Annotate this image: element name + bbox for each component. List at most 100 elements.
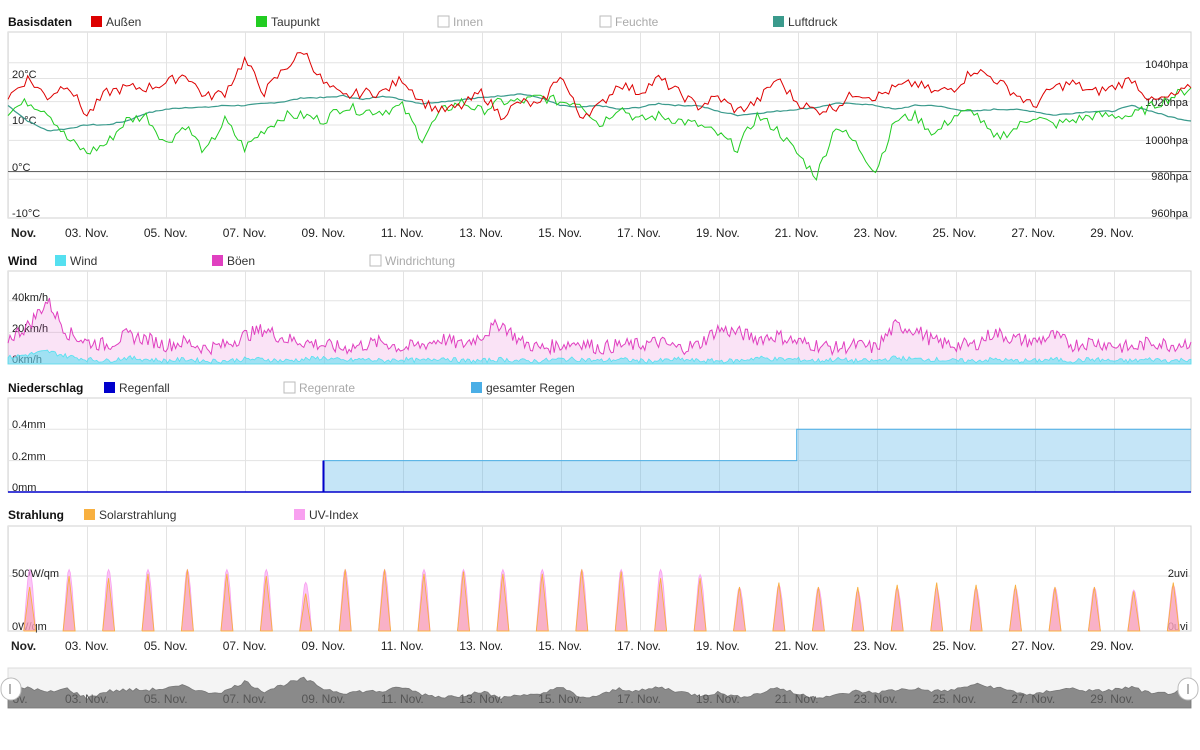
- legend-solar[interactable]: Solarstrahlung: [84, 508, 176, 522]
- legend-innen-disabled-icon: [437, 15, 450, 28]
- legend-regenrate-disabled-icon: [283, 381, 296, 394]
- x-tick-label: 23. Nov.: [854, 226, 898, 240]
- y-axis-left-label: 500W/qm: [12, 568, 59, 580]
- legend-wind[interactable]: Wind: [55, 254, 97, 268]
- solar-day-peak: [535, 573, 549, 632]
- x-tick-label: 19. Nov.: [696, 639, 740, 653]
- navigator-left-handle[interactable]: [0, 677, 22, 701]
- x-tick-label: 13. Nov.: [459, 226, 503, 240]
- x-tick-label: 09. Nov.: [302, 639, 346, 653]
- legend-aussen-swatch: [91, 16, 102, 27]
- legend-luftdruck[interactable]: Luftdruck: [773, 15, 838, 29]
- x-tick-label: 23. Nov.: [854, 639, 898, 653]
- navigator-tick-label: 11. Nov.: [381, 692, 424, 706]
- solar-day-peak: [1166, 582, 1180, 632]
- y-axis-left-label: -10°C: [12, 208, 40, 220]
- solar-day-peak: [496, 573, 510, 632]
- x-tick-label: 07. Nov.: [223, 639, 267, 653]
- legend-aussen[interactable]: Außen: [91, 15, 141, 29]
- solar-day-peak: [417, 573, 431, 632]
- x-tick-label: 09. Nov.: [302, 226, 346, 240]
- series-boeen-line: [7, 297, 1192, 357]
- navigator-tick-label: 05. Nov.: [144, 692, 188, 706]
- legend-boeen[interactable]: Böen: [212, 254, 255, 268]
- legend-taupunkt-label: Taupunkt: [271, 15, 320, 29]
- solar-day-peak: [969, 584, 983, 632]
- x-tick-label: 25. Nov.: [932, 639, 976, 653]
- x-tick-label: 05. Nov.: [144, 639, 188, 653]
- x-tick-label: 25. Nov.: [932, 226, 976, 240]
- x-tick-label: 29. Nov.: [1090, 639, 1134, 653]
- legend-regenfall[interactable]: Regenfall: [104, 381, 170, 395]
- niederschlag-plot: 0.4mm 0.2mm 0mm: [7, 397, 1192, 494]
- y-axis-right-label: 2uvi: [1168, 568, 1188, 580]
- navigator-tick-label: 29. Nov.: [1090, 692, 1134, 706]
- x-tick-label: 21. Nov.: [775, 226, 819, 240]
- navigator-tick-label: 19. Nov.: [696, 692, 740, 706]
- range-navigator[interactable]: ov. 03. Nov. 05. Nov. 07. Nov. 09. Nov. 11. N…: [0, 667, 1199, 709]
- wind-title: Wind: [8, 254, 37, 268]
- niederschlag-title: Niederschlag: [8, 381, 83, 395]
- solar-day-peak: [772, 582, 786, 632]
- legend-innen[interactable]: Innen: [437, 15, 483, 29]
- x-tick-label: 15. Nov.: [538, 639, 582, 653]
- legend-wind-swatch: [55, 255, 66, 266]
- strahlung-title: Strahlung: [8, 508, 64, 522]
- solar-day-peak: [890, 584, 904, 632]
- x-tick-label: 21. Nov.: [775, 639, 819, 653]
- solar-day-peak: [1048, 586, 1062, 632]
- niederschlag-header: Niederschlag Regenfall Regenrate gesamte…: [8, 381, 575, 395]
- navigator-tick-label: 13. Nov.: [459, 692, 503, 706]
- solar-day-peak: [575, 569, 589, 632]
- solar-day-peak: [180, 569, 194, 632]
- legend-regenrate[interactable]: Regenrate: [283, 381, 355, 395]
- legend-regenfall-label: Regenfall: [119, 381, 170, 395]
- x-tick-label: 15. Nov.: [538, 226, 582, 240]
- y-axis-right-label: 1040hpa: [1145, 59, 1189, 71]
- solar-day-peak: [102, 578, 116, 632]
- y-axis-left-label: 20°C: [12, 69, 37, 81]
- legend-taupunkt[interactable]: Taupunkt: [256, 15, 320, 29]
- legend-gesamter-regen-label: gesamter Regen: [486, 381, 575, 395]
- series-wind-area: [7, 349, 1192, 365]
- x-tick-label: 17. Nov.: [617, 639, 661, 653]
- navigator-tick-label: 07. Nov.: [223, 692, 267, 706]
- navigator-tick-label: 03. Nov.: [65, 692, 109, 706]
- solar-day-peak: [23, 586, 37, 632]
- y-axis-left-label: 0mm: [12, 482, 36, 494]
- navigator-tick-label: 23. Nov.: [854, 692, 898, 706]
- legend-uv[interactable]: UV-Index: [294, 508, 358, 522]
- x-tick-label: Nov.: [11, 639, 36, 653]
- solar-day-peak: [457, 571, 470, 632]
- solar-day-peak: [1087, 586, 1101, 632]
- solar-day-peak: [62, 575, 76, 632]
- x-tick-label: 11. Nov.: [381, 226, 424, 240]
- y-axis-left-label: 0°C: [12, 162, 31, 174]
- x-tick-label: 05. Nov.: [144, 226, 188, 240]
- navigator-tick-label: 09. Nov.: [302, 692, 346, 706]
- navigator-tick-label: 21. Nov.: [775, 692, 819, 706]
- series-aussen-line: [7, 52, 1192, 121]
- basisdaten-plot: 20°C 10°C 0°C -10°C 1040hpa 1020hpa 1000hpa 980…: [7, 31, 1192, 240]
- y-axis-right-label: 960hpa: [1151, 208, 1189, 220]
- x-tick-label: 03. Nov.: [65, 226, 109, 240]
- legend-gesamter-regen[interactable]: gesamter Regen: [471, 381, 575, 395]
- solar-day-peak: [338, 569, 352, 632]
- navigator-tick-label: 25. Nov.: [932, 692, 976, 706]
- legend-feuchte[interactable]: Feuchte: [599, 15, 659, 29]
- legend-uv-swatch: [294, 509, 305, 520]
- legend-taupunkt-swatch: [256, 16, 267, 27]
- legend-wind-label: Wind: [70, 254, 97, 268]
- legend-luftdruck-label: Luftdruck: [788, 15, 838, 29]
- legend-windrichtung[interactable]: Windrichtung: [369, 254, 455, 268]
- legend-solar-label: Solarstrahlung: [99, 508, 176, 522]
- navigator-tick-label: 27. Nov.: [1011, 692, 1055, 706]
- x-tick-label: 27. Nov.: [1011, 639, 1055, 653]
- y-axis-left-label: 20km/h: [12, 323, 48, 335]
- y-axis-left-label: 10°C: [12, 115, 37, 127]
- series-luftdruck-line: [7, 93, 1192, 132]
- basisdaten-header: Basisdaten Außen Taupunkt Innen Feuchte …: [8, 15, 838, 29]
- legend-aussen-label: Außen: [106, 15, 141, 29]
